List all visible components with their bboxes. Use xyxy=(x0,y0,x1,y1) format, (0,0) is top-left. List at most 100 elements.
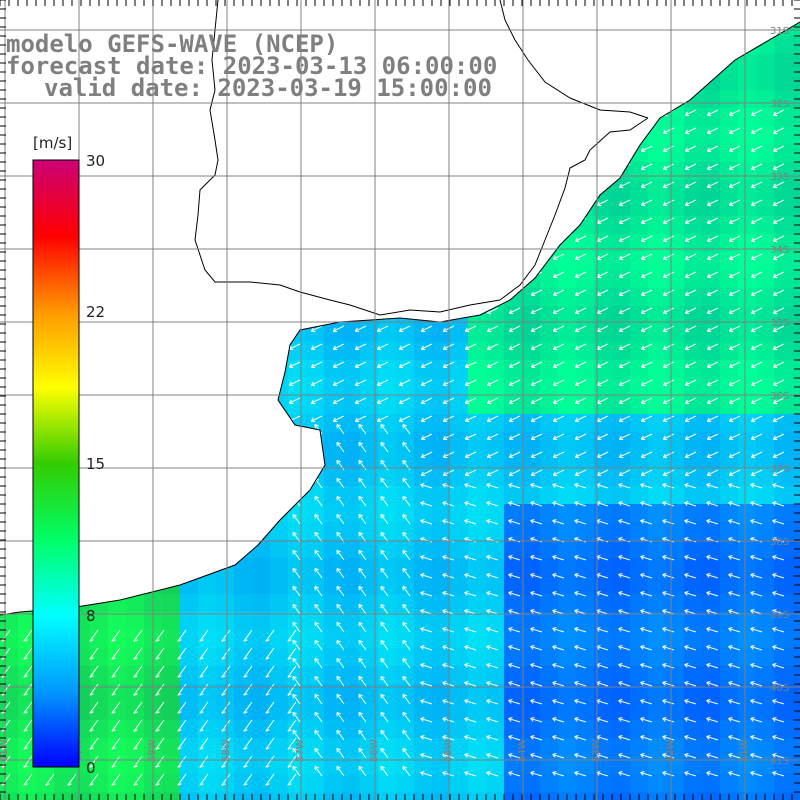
wind-speed-cell xyxy=(378,504,396,522)
wind-speed-cell xyxy=(702,522,720,540)
wind-speed-cell xyxy=(90,720,108,738)
wind-arrow xyxy=(750,663,763,669)
wind-speed-cell xyxy=(720,630,738,648)
wind-speed-cell xyxy=(324,630,342,648)
wind-speed-cell xyxy=(504,504,522,522)
wind-speed-cell xyxy=(252,630,270,648)
wind-arrow xyxy=(314,585,323,597)
wind-speed-cell xyxy=(756,738,774,756)
wind-arrow xyxy=(706,627,719,633)
wind-speed-cell xyxy=(594,558,612,576)
wind-arrow xyxy=(618,361,631,369)
wind-speed-cell xyxy=(648,612,666,630)
wind-arrow xyxy=(354,361,367,369)
wind-speed-cell xyxy=(720,90,738,108)
wind-speed-cell xyxy=(774,774,792,792)
longitude-label: 56W xyxy=(369,739,380,762)
wind-speed-cell xyxy=(414,378,432,396)
wind-arrow xyxy=(772,379,785,387)
wind-arrow xyxy=(552,501,565,507)
wind-arrow xyxy=(574,609,587,615)
wind-speed-cell xyxy=(702,486,720,504)
wind-arrow xyxy=(442,699,455,705)
wind-speed-cell xyxy=(504,450,522,468)
rio-de-la-plata-shore xyxy=(194,0,501,316)
wind-speed-cell xyxy=(630,702,648,720)
wind-speed-cell xyxy=(684,360,702,378)
wind-arrow xyxy=(552,771,565,777)
wind-arrow xyxy=(728,199,741,207)
wind-speed-cell xyxy=(414,522,432,540)
wind-speed-cell xyxy=(756,630,774,648)
wind-speed-cell xyxy=(630,540,648,558)
wind-arrow xyxy=(684,433,697,441)
wind-speed-cell xyxy=(414,684,432,702)
wind-arrow xyxy=(772,307,785,315)
wind-arrow xyxy=(662,397,675,405)
wind-speed-cell xyxy=(216,720,234,738)
wind-arrow xyxy=(574,397,587,405)
wind-speed-cell xyxy=(162,648,180,666)
wind-speed-cell xyxy=(450,450,468,468)
wind-speed-cell xyxy=(360,648,378,666)
wind-speed-cell xyxy=(306,576,324,594)
wind-arrow xyxy=(199,737,209,750)
wind-speed-cell xyxy=(522,558,540,576)
wind-speed-cell xyxy=(666,216,684,234)
wind-speed-cell xyxy=(702,648,720,666)
wind-arrow xyxy=(728,397,741,405)
wind-speed-cell xyxy=(612,738,630,756)
wind-arrow xyxy=(420,519,433,525)
wind-speed-cell xyxy=(738,612,756,630)
wind-arrow xyxy=(133,773,143,786)
wind-speed-cell xyxy=(720,666,738,684)
wind-speed-cell xyxy=(558,774,576,792)
wind-arrow xyxy=(750,451,763,459)
wind-arrow xyxy=(640,469,653,477)
wind-speed-cell xyxy=(522,396,540,414)
wind-speed-cell xyxy=(666,720,684,738)
wind-arrow xyxy=(530,379,543,387)
wind-arrow xyxy=(265,773,275,786)
wind-speed-cell xyxy=(720,180,738,198)
wind-speed-cell xyxy=(522,486,540,504)
wind-speed-cell xyxy=(540,324,558,342)
wind-speed-cell xyxy=(360,468,378,486)
latitude-label: 38S xyxy=(770,537,789,548)
wind-speed-cell xyxy=(522,702,540,720)
wind-arrow xyxy=(552,361,565,369)
wind-speed-cell xyxy=(684,198,702,216)
wind-arrow xyxy=(662,199,675,207)
wind-speed-cell xyxy=(774,738,792,756)
wind-arrow xyxy=(574,415,587,423)
wind-speed-cell xyxy=(360,414,378,432)
wind-speed-cell xyxy=(630,198,648,216)
wind-arrow xyxy=(508,591,521,597)
wind-arrow xyxy=(111,701,121,714)
wind-speed-cell xyxy=(504,306,522,324)
wind-arrow xyxy=(684,771,697,777)
wind-arrow xyxy=(111,647,121,660)
wind-speed-cell xyxy=(468,540,486,558)
wind-arrow xyxy=(530,555,543,561)
wind-arrow xyxy=(420,663,433,669)
wind-arrow xyxy=(772,199,785,207)
wind-speed-cell xyxy=(594,630,612,648)
wind-speed-cell xyxy=(720,522,738,540)
wind-speed-cell xyxy=(684,630,702,648)
wind-speed-cell xyxy=(612,468,630,486)
wind-speed-cell xyxy=(324,576,342,594)
wind-speed-cell xyxy=(558,756,576,774)
wind-speed-cell xyxy=(432,342,450,360)
wind-arrow xyxy=(618,271,631,279)
forecast-date: forecast date: 2023-03-13 06:00:00 xyxy=(6,52,498,80)
wind-arrow xyxy=(728,645,741,651)
wind-speed-cell xyxy=(684,252,702,270)
wind-arrow xyxy=(287,647,297,660)
wind-speed-cell xyxy=(666,522,684,540)
wind-arrow xyxy=(464,681,477,687)
wind-speed-cell xyxy=(468,594,486,612)
wind-speed-cell xyxy=(666,378,684,396)
wind-arrow xyxy=(376,397,389,405)
wind-arrow xyxy=(750,753,763,759)
